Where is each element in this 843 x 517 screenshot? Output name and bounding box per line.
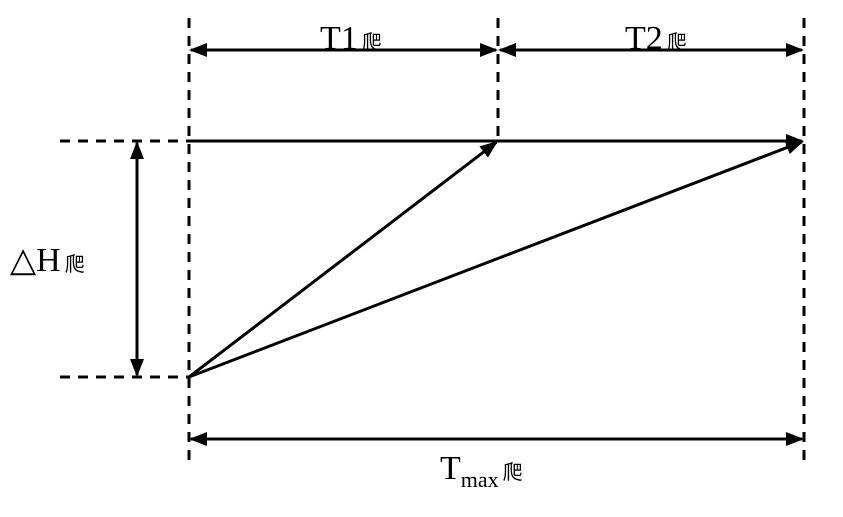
label-t1-sub: 爬: [362, 32, 382, 54]
diagram-canvas: T1 爬 T2 爬 △H 爬 Tmax 爬: [0, 0, 843, 517]
label-t1-main: T1: [320, 20, 358, 57]
label-t2-main: T2: [625, 20, 663, 57]
label-dh-sub: 爬: [65, 254, 85, 276]
label-dh-main: △H: [10, 242, 61, 279]
label-dh: △H 爬: [10, 240, 85, 280]
label-t2-sub: 爬: [667, 32, 687, 54]
label-t1: T1 爬: [320, 20, 382, 58]
label-tmax-subB: 爬: [503, 462, 523, 484]
label-tmax-subA: max: [461, 467, 499, 492]
label-tmax-main: T: [440, 450, 461, 487]
label-t2: T2 爬: [625, 20, 687, 58]
label-tmax: Tmax 爬: [440, 450, 523, 489]
